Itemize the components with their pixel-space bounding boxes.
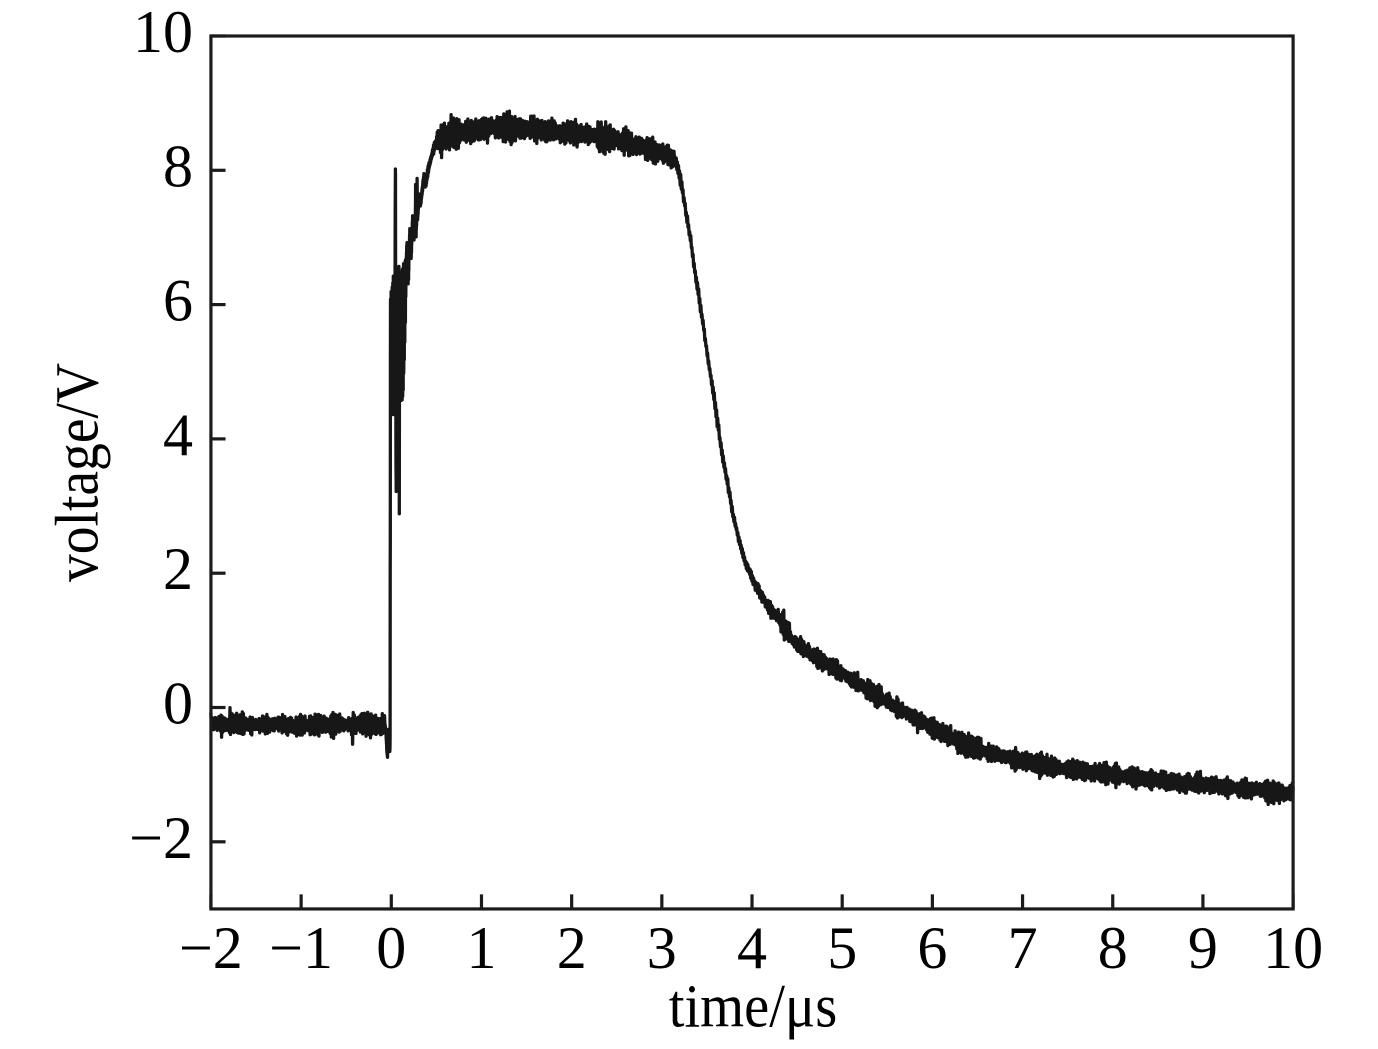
svg-text:−2: −2 [179, 915, 243, 981]
svg-text:3: 3 [647, 915, 677, 981]
svg-text:6: 6 [917, 915, 947, 981]
svg-text:voltage/V: voltage/V [45, 363, 112, 582]
svg-text:2: 2 [163, 536, 193, 602]
svg-text:7: 7 [1008, 915, 1038, 981]
svg-text:10: 10 [1263, 915, 1323, 981]
svg-text:8: 8 [163, 133, 193, 199]
svg-text:6: 6 [163, 268, 193, 334]
svg-text:10: 10 [133, 0, 193, 65]
svg-text:9: 9 [1188, 915, 1218, 981]
svg-text:−2: −2 [129, 805, 193, 871]
svg-text:4: 4 [737, 915, 767, 981]
svg-text:0: 0 [376, 915, 406, 981]
svg-text:4: 4 [163, 402, 193, 468]
svg-text:5: 5 [827, 915, 857, 981]
svg-text:−1: −1 [269, 915, 333, 981]
svg-text:1: 1 [467, 915, 497, 981]
svg-text:0: 0 [163, 671, 193, 737]
svg-text:2: 2 [557, 915, 587, 981]
svg-text:time/μs: time/μs [669, 974, 838, 1041]
svg-text:8: 8 [1098, 915, 1128, 981]
